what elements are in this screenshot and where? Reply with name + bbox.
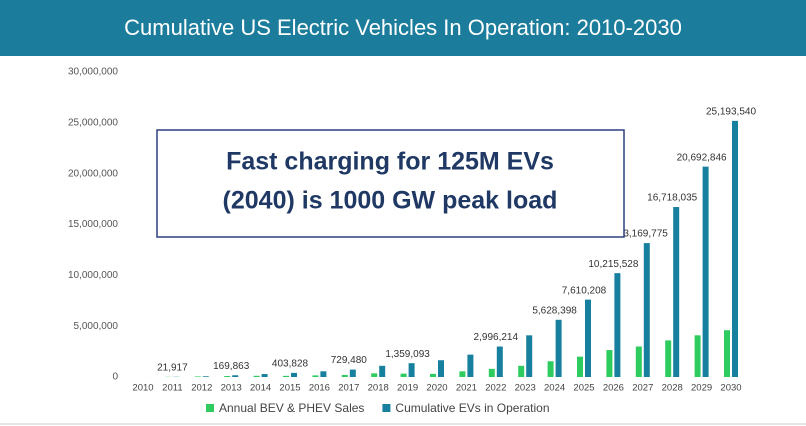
bar <box>261 374 268 377</box>
x-tick-label: 2022 <box>485 383 506 394</box>
x-tick-label: 2010 <box>132 383 153 394</box>
annotation-box <box>156 129 625 238</box>
bar <box>665 340 672 377</box>
value-label: 20,692,846 <box>677 152 727 163</box>
value-label: 5,628,398 <box>532 305 577 316</box>
bar <box>614 273 621 377</box>
bar <box>349 369 356 377</box>
x-tick-label: 2020 <box>426 383 447 394</box>
value-label: 25,193,540 <box>706 107 756 118</box>
bar <box>253 375 260 377</box>
x-tick-label: 2021 <box>456 383 477 394</box>
y-tick-label: 20,000,000 <box>68 168 118 179</box>
annotation-text: (2040) is 1000 GW peak load <box>223 187 558 215</box>
legend-swatch <box>382 404 391 412</box>
value-label: 403,828 <box>272 359 309 370</box>
bar <box>526 335 533 377</box>
chart-title: Cumulative US Electric Vehicles In Opera… <box>124 15 682 40</box>
bar <box>312 375 319 377</box>
bar <box>518 365 525 377</box>
value-label: 729,480 <box>331 355 368 366</box>
bar <box>555 319 562 377</box>
y-tick-label: 30,000,000 <box>68 67 118 78</box>
value-label: 7,610,208 <box>562 285 607 296</box>
bar <box>283 375 289 377</box>
value-label: 13,169,775 <box>618 229 668 240</box>
y-tick-label: 10,000,000 <box>68 270 118 281</box>
x-tick-label: 2018 <box>368 383 389 394</box>
bar <box>430 373 436 377</box>
bar <box>379 365 386 377</box>
bar <box>702 166 709 377</box>
bar <box>724 330 730 377</box>
bar <box>202 376 209 377</box>
bar <box>732 120 738 378</box>
y-tick-label: 5,000,000 <box>74 321 119 332</box>
header-bar <box>0 0 806 56</box>
bar <box>694 335 701 377</box>
x-tick-label: 2024 <box>544 383 565 394</box>
value-label: 21,917 <box>157 362 188 373</box>
x-tick-label: 2023 <box>515 383 536 394</box>
x-tick-label: 2017 <box>338 383 359 394</box>
x-tick-label: 2019 <box>397 383 418 394</box>
x-tick-label: 2012 <box>191 383 212 394</box>
bar <box>320 371 327 377</box>
bar <box>224 376 231 377</box>
bar <box>606 350 613 377</box>
bar <box>291 372 297 377</box>
x-tick-label: 2011 <box>162 383 182 394</box>
bar <box>577 356 583 377</box>
bar <box>488 368 495 377</box>
x-tick-label: 2013 <box>221 383 242 394</box>
bar <box>408 363 415 377</box>
bar <box>400 373 407 377</box>
x-tick-label: 2015 <box>279 383 300 394</box>
value-label: 1,359,093 <box>385 349 430 360</box>
x-tick-label: 2026 <box>603 383 624 394</box>
bar <box>643 243 650 377</box>
value-label: 169,863 <box>213 361 250 372</box>
x-tick-label: 2014 <box>250 383 271 394</box>
legend-label: Annual BEV & PHEV Sales <box>219 401 364 415</box>
x-tick-label: 2016 <box>309 383 330 394</box>
legend-swatch <box>206 404 214 412</box>
x-tick-label: 2025 <box>573 383 594 394</box>
y-tick-label: 0 <box>112 372 118 383</box>
value-label: 2,996,214 <box>474 332 519 343</box>
bar <box>438 360 444 377</box>
bar <box>547 361 554 377</box>
x-tick-label: 2027 <box>632 383 653 394</box>
value-label: 10,215,528 <box>588 259 638 270</box>
y-tick-label: 15,000,000 <box>68 219 118 230</box>
bar <box>341 374 348 377</box>
y-tick-label: 25,000,000 <box>68 117 118 128</box>
x-tick-label: 2028 <box>662 383 683 394</box>
bar <box>467 354 474 377</box>
bar <box>585 299 591 377</box>
x-tick-label: 2029 <box>691 383 712 394</box>
bar <box>232 375 239 377</box>
bar <box>673 207 680 377</box>
bar <box>635 346 642 377</box>
legend-label: Cumulative EVs in Operation <box>395 401 549 415</box>
bar <box>371 373 378 377</box>
bar <box>459 371 466 377</box>
value-label: 16,718,035 <box>647 193 697 204</box>
x-tick-label: 2030 <box>720 383 741 394</box>
bar <box>194 376 201 377</box>
annotation-text: Fast charging for 125M EVs <box>226 148 554 176</box>
bar <box>496 346 503 377</box>
